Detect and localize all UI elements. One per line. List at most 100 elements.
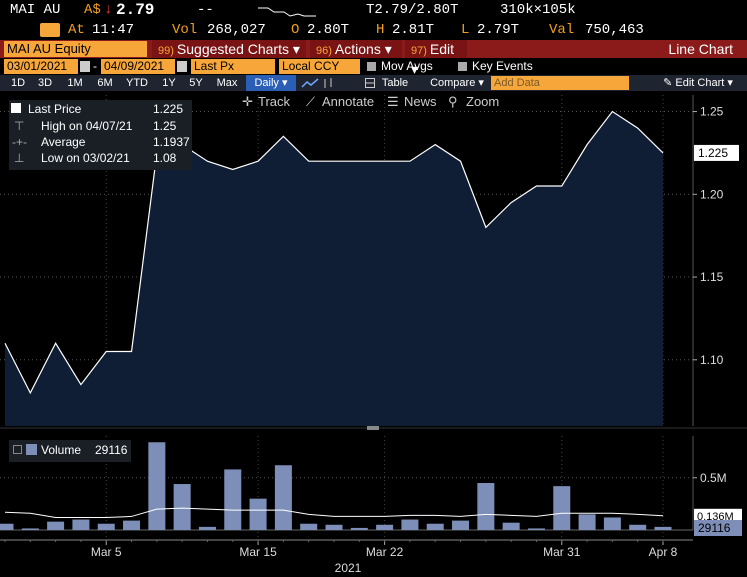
high-label: H — [376, 22, 385, 38]
period-ytd[interactable]: YTD — [126, 77, 148, 89]
legend-last-label: Last Price — [28, 102, 82, 116]
period-1y[interactable]: 1Y — [162, 77, 176, 89]
volume-bar — [578, 514, 596, 530]
key-events-label: Key Events — [472, 59, 533, 73]
volume-bar — [629, 524, 647, 530]
volume-bar — [72, 519, 90, 530]
volume-bar — [97, 523, 115, 530]
menu-label: Suggested Charts ▾ — [176, 41, 300, 57]
last-price-label: 1.225 — [698, 146, 728, 160]
price-legend: Last Price 1.225 ⊤ High on 04/07/21 1.25… — [9, 100, 192, 170]
end-date-field[interactable]: 04/09/2021 — [101, 59, 175, 74]
legend-last-value: 1.225 — [153, 102, 184, 116]
table-button[interactable]: Table — [381, 77, 409, 89]
menu-label: Actions ▾ — [334, 41, 392, 57]
price-field-select[interactable]: Last Px — [191, 59, 275, 74]
calendar-icon[interactable] — [80, 61, 90, 72]
edit-menu[interactable]: 97) Edit ▾ — [405, 40, 467, 77]
x-tick-label: Apr 8 — [649, 545, 678, 559]
compare-button[interactable]: Compare ▾ — [430, 77, 484, 89]
suggested-charts-menu[interactable]: 99) Suggested Charts ▾ — [152, 40, 306, 58]
settings-bar: 03/01/2021 - 04/09/2021 Last Px Local CC… — [0, 59, 747, 74]
bid-ask-size: 310k×105k — [500, 2, 576, 18]
legend-low-label: Low on 03/02/21 — [41, 151, 130, 165]
zoom-button[interactable]: Zoom — [466, 94, 500, 109]
menu-number: 96) — [316, 45, 332, 57]
track-button[interactable]: Track — [258, 94, 291, 109]
down-arrow-icon: ↓ — [104, 2, 113, 18]
last-volume-box — [694, 520, 742, 536]
average-marker-icon: -+- — [12, 135, 27, 149]
volume-bar — [553, 486, 571, 530]
last-volume-label: 29116 — [698, 521, 731, 535]
period-5y[interactable]: 5Y — [189, 77, 203, 89]
volume-bar — [376, 524, 394, 530]
add-data-input[interactable]: Add Data — [491, 76, 629, 90]
edit-chart-button[interactable]: ✎ Edit Chart ▾ — [663, 77, 733, 89]
currency-select[interactable]: Local CCY — [279, 59, 360, 74]
quote-time: 11:47 — [92, 22, 135, 38]
vol-label: Vol — [172, 22, 198, 38]
price-tick-label: 1.15 — [700, 270, 724, 284]
high-marker-icon: ⊤ — [14, 119, 25, 133]
price-line — [4, 110, 664, 395]
volume-bar — [477, 483, 495, 530]
ticker: MAI AU — [10, 2, 61, 18]
volume-bar — [452, 520, 470, 530]
legend-high-label: High on 04/07/21 — [41, 119, 133, 133]
x-year-label: 2021 — [335, 561, 362, 575]
period-3d[interactable]: 3D — [37, 77, 53, 89]
mov-avgs-checkbox[interactable] — [367, 62, 376, 71]
price-area — [5, 111, 663, 427]
volume-bar — [224, 469, 242, 530]
legend-high-value: 1.25 — [153, 119, 177, 133]
frequency-select[interactable]: Daily ▾ — [246, 75, 296, 91]
panel-resize-handle — [367, 426, 379, 430]
sparkline-icon — [258, 7, 316, 17]
volume-bar — [654, 526, 672, 530]
ma-label-box — [694, 508, 742, 523]
x-tick-label: Mar 31 — [543, 545, 581, 559]
period-1m[interactable]: 1M — [67, 77, 83, 89]
currency: A$ — [84, 2, 101, 18]
track-icon: ✛ — [242, 94, 253, 109]
ma-label: 0.136M — [697, 511, 734, 523]
calendar-icon[interactable] — [177, 61, 187, 72]
volume-value: 268,027 — [207, 22, 266, 38]
period-1d[interactable]: 1D — [10, 77, 26, 89]
gauge-icon[interactable] — [40, 23, 60, 37]
volume-tick-label: 0.5M — [700, 471, 727, 485]
start-date-field[interactable]: 03/01/2021 — [4, 59, 78, 74]
volume-bar — [173, 484, 191, 530]
legend-swatch — [11, 103, 21, 113]
period-6m[interactable]: 6M — [97, 77, 113, 89]
volume-bar — [274, 465, 292, 530]
news-button[interactable]: News — [404, 94, 437, 109]
volume-swatch — [26, 444, 37, 455]
menu-label: Edit ▾ — [411, 41, 455, 77]
line-chart-icon[interactable] — [301, 77, 319, 89]
key-events-checkbox[interactable] — [458, 62, 467, 71]
change-dashes: -- — [197, 2, 214, 18]
expand-icon[interactable] — [13, 445, 22, 454]
security-field[interactable]: MAI AU Equity — [4, 41, 147, 57]
volume-bar — [21, 528, 39, 530]
price-tick-label: 1.25 — [700, 105, 724, 119]
menu-bar: MAI AU Equity 99) Suggested Charts ▾ 96) A… — [0, 40, 747, 77]
volume-bar — [426, 523, 444, 530]
volume-bar — [47, 521, 65, 530]
high-value: 2.81T — [392, 22, 435, 38]
x-tick-label: Mar 22 — [366, 545, 404, 559]
bar-chart-icon[interactable] — [322, 77, 336, 89]
annotate-button[interactable]: Annotate — [322, 94, 375, 109]
volume-bar — [249, 498, 267, 530]
x-tick-label: Mar 15 — [239, 545, 277, 559]
mov-avgs-label: Mov Avgs — [381, 59, 433, 73]
volume-bar — [198, 526, 216, 530]
period-max[interactable]: Max — [216, 77, 238, 89]
actions-menu[interactable]: 96) Actions ▾ — [310, 40, 402, 58]
volume-legend-value: 29116 — [95, 443, 128, 457]
price-tick-label: 1.20 — [700, 187, 724, 201]
volume-bar — [300, 523, 318, 530]
value-traded: 750,463 — [585, 22, 644, 38]
